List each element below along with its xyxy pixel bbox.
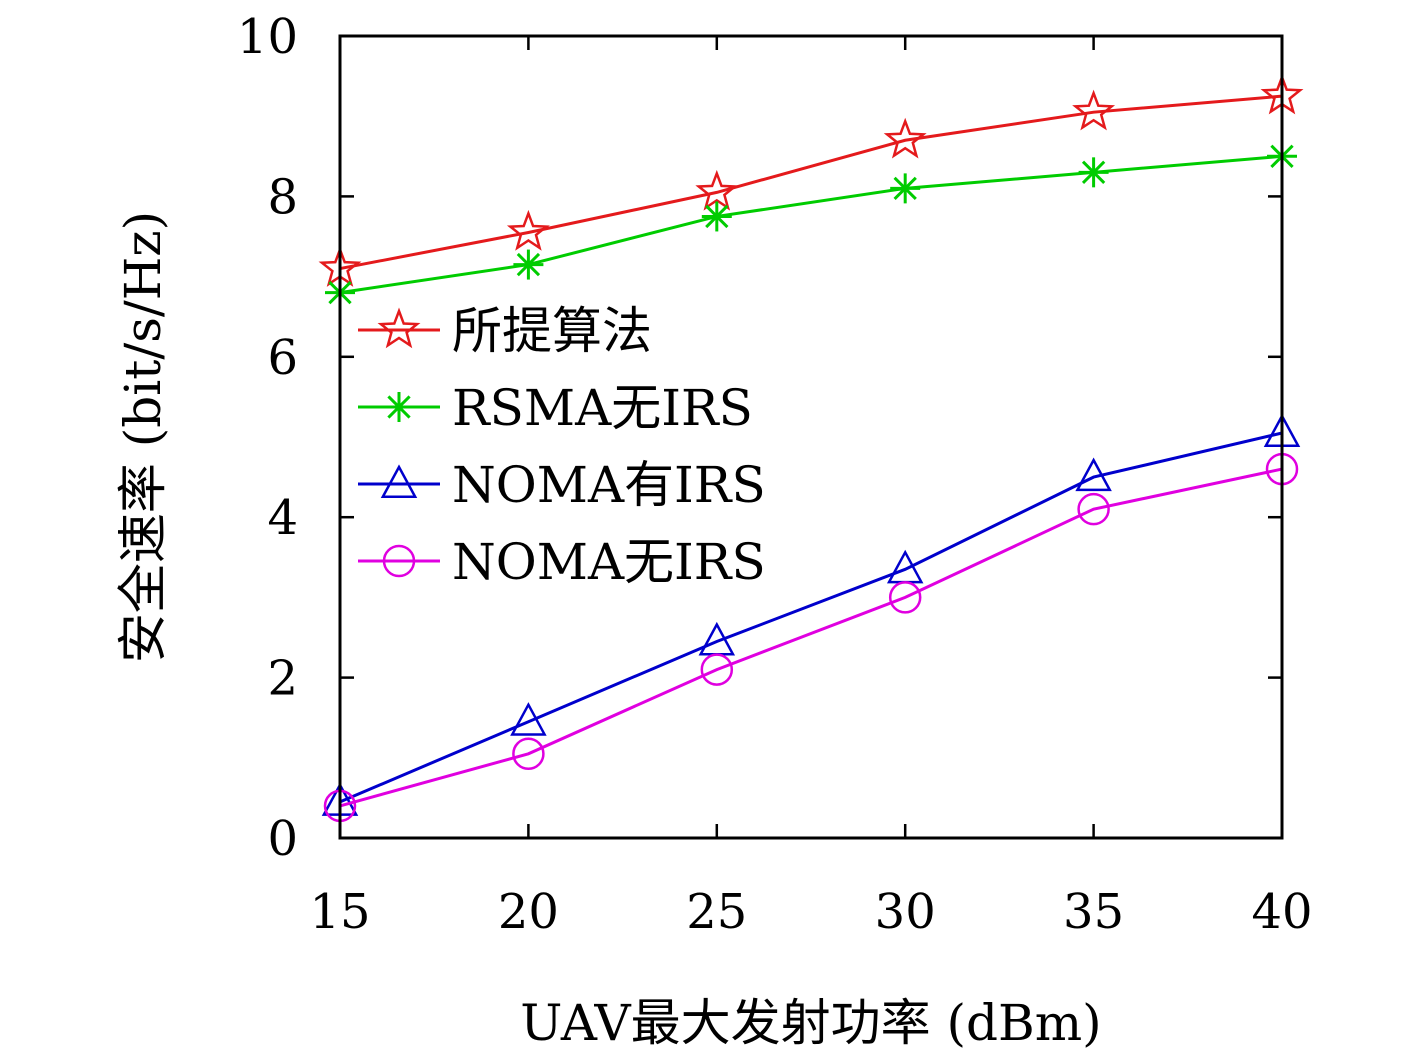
- series-line: [339, 94, 1283, 271]
- x-tick-label: 35: [1063, 884, 1124, 940]
- series-line: [339, 431, 1283, 804]
- data-point: [1077, 492, 1110, 526]
- x-tick-label: 40: [1251, 884, 1312, 940]
- y-tick-label: 10: [237, 9, 298, 65]
- y-tick-label: 8: [267, 169, 298, 225]
- data-point: [888, 581, 922, 614]
- series-0: [318, 73, 1304, 287]
- legend-marker: [380, 464, 418, 498]
- legend-item: NOMA有IRS: [358, 456, 766, 514]
- legend-item: 所提算法: [358, 302, 652, 360]
- data-point: [890, 173, 921, 204]
- data-point: [1078, 157, 1109, 188]
- y-axis-title: 安全速率 (bit/s/Hz): [114, 211, 172, 663]
- legend-marker: [384, 392, 414, 422]
- data-point: [512, 737, 545, 771]
- data-point: [700, 653, 734, 686]
- legend-marker: [382, 544, 416, 578]
- legend-label: NOMA有IRS: [452, 456, 766, 514]
- legend-label: 所提算法: [452, 302, 652, 360]
- series-line: [339, 154, 1283, 295]
- series-line: [339, 467, 1283, 808]
- y-tick-label: 4: [267, 490, 298, 546]
- ticks-layer: 15 20 25 30 35 40 0 2 4 6 8 10: [237, 9, 1313, 940]
- legend-item: NOMA无IRS: [358, 533, 766, 591]
- legend-label: NOMA无IRS: [452, 533, 766, 591]
- y-tick-label: 0: [267, 811, 298, 867]
- legend-label: RSMA无IRS: [452, 379, 753, 437]
- legend-marker: [377, 307, 421, 349]
- x-tick-label: 25: [686, 884, 747, 940]
- data-point: [510, 702, 547, 736]
- data-point: [886, 549, 924, 584]
- data-point: [513, 249, 544, 280]
- series-layer: [318, 73, 1304, 823]
- y-tick-label: 6: [267, 330, 298, 386]
- legend: 所提算法 RSMA无IRS NOMA有IRS NOMA无IRS: [358, 302, 766, 591]
- y-tick-label: 2: [267, 651, 298, 707]
- data-point: [701, 201, 732, 232]
- x-tick-label: 15: [309, 884, 370, 940]
- x-axis-title: UAV最大发射功率 (dBm): [520, 994, 1101, 1052]
- x-tick-label: 20: [498, 884, 559, 940]
- x-tick-label: 30: [875, 884, 936, 940]
- data-point: [698, 621, 736, 656]
- legend-item: RSMA无IRS: [358, 379, 753, 437]
- data-point: [883, 117, 927, 159]
- plot-frame: [338, 34, 1284, 840]
- data-point: [1075, 457, 1112, 492]
- data-point: [1072, 89, 1116, 131]
- data-point: [506, 209, 550, 251]
- data-point: [695, 169, 739, 211]
